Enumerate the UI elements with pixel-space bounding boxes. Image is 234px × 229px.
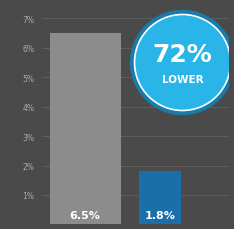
Bar	[50, 34, 121, 224]
Text: 6.5%: 6.5%	[70, 210, 101, 220]
Ellipse shape	[130, 11, 234, 116]
Text: 1.8%: 1.8%	[145, 210, 176, 220]
Bar	[139, 172, 181, 224]
Text: LOWER: LOWER	[162, 75, 203, 85]
Ellipse shape	[135, 15, 230, 111]
Text: 72%: 72%	[153, 43, 212, 67]
